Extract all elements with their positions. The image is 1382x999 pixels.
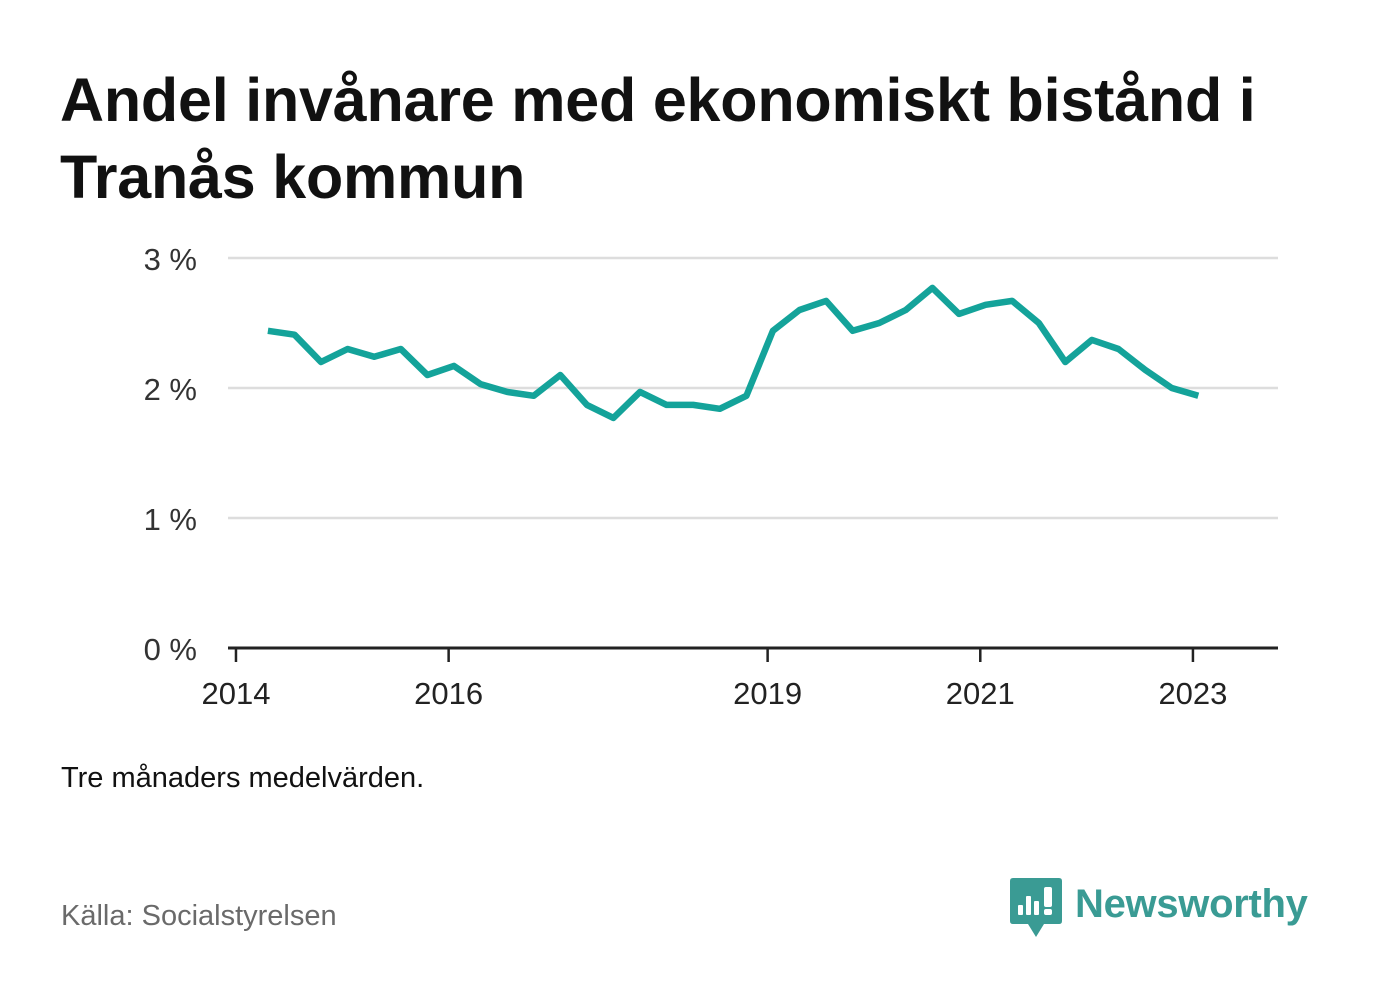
x-tick-label: 2023 [1158, 676, 1227, 711]
bar-chart-speech-bubble-icon [1010, 878, 1062, 937]
x-tick-label: 2016 [414, 676, 483, 711]
chart-title: Andel invånare med ekonomiskt bistånd i … [60, 66, 1256, 211]
y-tick-label: 1 % [144, 502, 197, 537]
chart-note: Tre månaders medelvärden. [61, 762, 425, 794]
y-tick-label: 3 % [144, 242, 197, 277]
x-tick-label: 2021 [946, 676, 1015, 711]
x-tick-label: 2019 [733, 676, 802, 711]
newsworthy-logo: Newsworthy [1010, 878, 1308, 942]
series-line [267, 284, 1200, 422]
y-tick-label: 0 % [144, 632, 197, 667]
brand-name: Newsworthy [1075, 882, 1308, 926]
y-tick-label: 2 % [144, 372, 197, 407]
x-tick-label: 2014 [201, 676, 270, 711]
source-credit: Källa: Socialstyrelsen [61, 900, 337, 932]
line-chart: 0 % 1 % 2 % 3 % 2014 2016 2019 2021 2023 [144, 242, 1278, 711]
